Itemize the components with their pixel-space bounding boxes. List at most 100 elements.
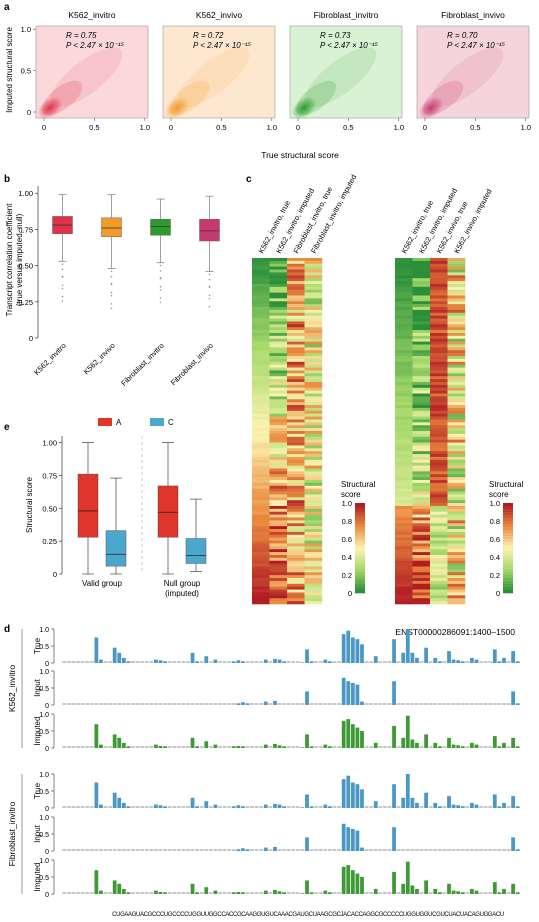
heatmap-cell xyxy=(395,431,413,435)
panel-a-r-0: R = 0.75 xyxy=(66,31,97,40)
panel-d-bar xyxy=(437,806,442,808)
heatmap-cell xyxy=(269,393,288,397)
heatmap-cell xyxy=(252,335,270,340)
heatmap-cell xyxy=(447,537,466,541)
heatmap-cell xyxy=(287,384,305,389)
heatmap-cell xyxy=(269,439,288,443)
heatmap-cell xyxy=(252,387,270,391)
panel-d-bar-null xyxy=(186,703,190,705)
panel-d-bar-null xyxy=(295,703,300,705)
heatmap-cell xyxy=(395,309,413,314)
panel-d-bar xyxy=(154,804,158,808)
heatmap-cell xyxy=(447,465,466,469)
panel-d-bar-null xyxy=(66,849,71,851)
heatmap-cell xyxy=(287,413,305,417)
heatmap-cell xyxy=(447,517,466,521)
panel-d-bar-null xyxy=(369,703,374,705)
heatmap-cell xyxy=(395,456,413,461)
heatmap-cell xyxy=(430,373,448,377)
panel-d-bar-null xyxy=(99,849,103,851)
panel-d-bar-null xyxy=(135,661,140,663)
panel-d-bar-null xyxy=(428,806,433,808)
heatmap-cell xyxy=(395,454,413,458)
panel-d-bar-null xyxy=(282,703,287,705)
heatmap-cell xyxy=(430,560,448,564)
panel-d-bar-null xyxy=(314,849,319,851)
heatmap-cell xyxy=(252,399,270,403)
panel-d-bar-null xyxy=(488,661,493,663)
heatmap-cell xyxy=(412,425,431,429)
heatmap-cell xyxy=(304,445,323,449)
panel-d-bar-null xyxy=(254,661,259,663)
heatmap-cell xyxy=(447,572,466,576)
panel-d-bar xyxy=(515,746,520,748)
heatmap-cell xyxy=(447,531,466,536)
heatmap-cell xyxy=(304,529,323,533)
panel-d-bar-null xyxy=(364,661,369,663)
panel-d-bar-null xyxy=(245,746,250,748)
heatmap-cell xyxy=(412,508,431,513)
heatmap-cell xyxy=(447,569,466,573)
heatmap-cell xyxy=(395,399,413,403)
heatmap-cell xyxy=(412,433,431,438)
panel-d-bar-null xyxy=(401,849,406,851)
heatmap-cell xyxy=(395,307,413,311)
panel-d-bar xyxy=(460,892,465,894)
heatmap-cell xyxy=(395,381,413,386)
panel-d-bar-null xyxy=(80,849,85,851)
heatmap-cell xyxy=(430,407,448,412)
heatmap-cell xyxy=(430,580,448,585)
heatmap-cell xyxy=(269,517,288,521)
panel-d-bar-null xyxy=(222,849,227,851)
panel-d-bar xyxy=(163,661,167,663)
heatmap-cell xyxy=(395,474,413,478)
heatmap-cell xyxy=(269,601,288,605)
panel-d-bar xyxy=(433,742,438,748)
heatmap-cell xyxy=(252,575,270,579)
heatmap-cell xyxy=(304,586,323,590)
heatmap-cell xyxy=(252,456,270,461)
heatmap-cell xyxy=(412,266,431,270)
heatmap-cell xyxy=(412,344,431,348)
panel-d-bar-null xyxy=(89,849,94,851)
heatmap-cell xyxy=(395,575,413,579)
panel-d-bar xyxy=(392,827,396,851)
heatmap-cell xyxy=(412,422,431,426)
heatmap-cell xyxy=(287,373,305,377)
heatmap-cell xyxy=(395,569,413,573)
heatmap-cell xyxy=(430,370,448,374)
heatmap-cell xyxy=(269,557,288,562)
heatmap-cell xyxy=(269,318,288,322)
heatmap-cell xyxy=(447,586,466,590)
panel-d-bar-null xyxy=(199,746,204,748)
heatmap-cell xyxy=(430,477,448,481)
panel-d-bar-null xyxy=(131,806,135,808)
heatmap-cell xyxy=(269,422,288,426)
panel-d-bar-null xyxy=(131,849,135,851)
heatmap-cell xyxy=(412,428,431,432)
panel-b-ytick-label-4: 1.00 xyxy=(18,189,33,198)
heatmap-cell xyxy=(304,258,323,262)
heatmap-cell xyxy=(287,514,305,518)
heatmap-cell xyxy=(269,451,288,455)
panel-d-bar-null xyxy=(378,703,383,705)
panel-d-bar-null xyxy=(135,746,140,748)
heatmap-cell xyxy=(269,454,288,458)
panel-d-bar xyxy=(492,794,497,808)
panel-d-bar xyxy=(213,659,218,663)
heatmap-cell xyxy=(269,390,288,394)
heatmap-cell xyxy=(252,356,270,360)
heatmap-cell xyxy=(252,454,270,458)
panel-d-bar-null xyxy=(176,892,181,894)
panel-d-group-label-1: Fibroblast_invitro xyxy=(7,801,17,866)
heatmap-cell xyxy=(269,543,288,547)
panel-d-bar xyxy=(515,661,520,663)
heatmap-cell xyxy=(304,419,323,423)
heatmap-cell xyxy=(447,433,466,438)
heatmap-cell xyxy=(269,520,288,524)
panel-d-bar-null xyxy=(259,849,264,851)
heatmap-cell xyxy=(252,318,270,322)
panel-d-bar xyxy=(236,703,241,705)
panel-d-bar-null xyxy=(131,703,135,705)
panel-d-bar-null xyxy=(387,661,392,663)
